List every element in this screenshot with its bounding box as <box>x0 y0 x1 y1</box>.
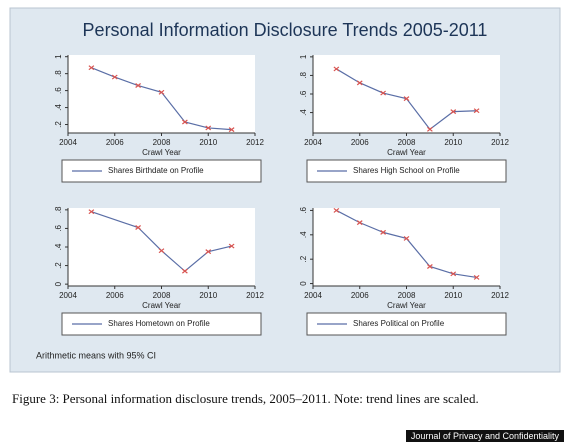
y-tick-label: 0 <box>54 281 63 286</box>
y-tick-label: .4 <box>54 104 63 111</box>
y-tick-label: .8 <box>299 72 308 79</box>
point-marker <box>88 65 95 71</box>
y-tick-label: .6 <box>299 90 308 97</box>
y-tick-label: .2 <box>299 255 308 262</box>
point-marker <box>473 275 480 280</box>
point-marker <box>135 83 141 88</box>
x-tick-label: 2008 <box>153 138 171 147</box>
figure: Personal Information Disclosure Trends 2… <box>9 7 561 373</box>
x-tick-label: 2012 <box>491 138 509 147</box>
plot-area <box>313 55 500 133</box>
point-marker <box>403 96 410 102</box>
y-tick-label: .8 <box>54 206 63 213</box>
x-tick-label: 2004 <box>304 291 322 300</box>
x-tick-label: 2010 <box>199 138 217 147</box>
point-marker <box>88 209 95 215</box>
point-marker <box>333 66 340 72</box>
legend-label: Shares Hometown on Profile <box>108 319 210 328</box>
legend-box <box>61 312 262 336</box>
point-marker <box>380 229 386 235</box>
source: Journal of Privacy and Confidentiality <box>405 430 564 442</box>
plot-area <box>68 208 255 286</box>
x-tick-label: 2006 <box>351 291 369 300</box>
point-marker <box>333 207 340 213</box>
y-tick-label: .2 <box>54 121 63 128</box>
point-marker <box>356 220 363 226</box>
x-tick-label: 2010 <box>444 138 462 147</box>
x-axis-label: Crawl Year <box>142 301 181 310</box>
x-tick-label: 2004 <box>59 291 77 300</box>
x-tick-label: 2012 <box>491 291 509 300</box>
x-tick-label: 2010 <box>444 291 462 300</box>
point-marker <box>228 127 235 133</box>
trend-line <box>91 211 232 272</box>
point-marker <box>403 236 410 241</box>
y-tick-label: .2 <box>54 262 63 269</box>
point-marker <box>182 268 188 274</box>
point-marker <box>380 90 386 96</box>
legend-box <box>306 312 507 336</box>
y-tick-label: .6 <box>54 225 63 232</box>
plot-area <box>68 55 255 133</box>
legend-box <box>306 159 507 183</box>
y-tick-label: .6 <box>54 87 63 94</box>
x-tick-label: 2006 <box>106 291 124 300</box>
plot-area <box>313 208 500 286</box>
legend-label: Shares Political on Profile <box>353 319 445 328</box>
x-tick-label: 2012 <box>246 291 264 300</box>
y-tick-label: .4 <box>299 109 308 116</box>
note: Arithmetic means with 95% CI <box>36 350 156 360</box>
x-tick-label: 2008 <box>398 291 416 300</box>
point-marker <box>182 119 188 125</box>
point-marker <box>228 243 235 249</box>
point-marker <box>158 89 165 95</box>
x-tick-label: 2008 <box>398 138 416 147</box>
y-tick-label: 1 <box>54 54 63 59</box>
point-marker <box>427 264 433 269</box>
point-marker <box>135 225 141 230</box>
y-tick-label: .4 <box>54 243 63 250</box>
x-axis-label: Crawl Year <box>387 148 426 157</box>
point-marker <box>473 108 480 114</box>
point-marker <box>111 74 118 80</box>
legend-label: Shares High School on Profile <box>353 166 460 175</box>
point-marker <box>356 80 363 86</box>
x-axis-label: Crawl Year <box>142 148 181 157</box>
x-tick-label: 2008 <box>153 291 171 300</box>
point-marker <box>205 249 212 255</box>
point-marker <box>450 271 457 277</box>
point-marker <box>158 248 165 254</box>
y-tick-label: .6 <box>299 207 308 214</box>
x-tick-label: 2006 <box>351 138 369 147</box>
y-tick-label: 0 <box>299 281 308 286</box>
point-marker <box>205 125 212 131</box>
x-tick-label: 2004 <box>59 138 77 147</box>
point-marker <box>450 109 457 115</box>
point-marker <box>427 126 433 132</box>
y-tick-label: .8 <box>54 70 63 77</box>
x-tick-label: 2006 <box>106 138 124 147</box>
figure-title: Personal Information Disclosure Trends 2… <box>83 20 488 40</box>
x-tick-label: 2010 <box>199 291 217 300</box>
x-tick-label: 2012 <box>246 138 264 147</box>
x-tick-label: 2004 <box>304 138 322 147</box>
legend-label: Shares Birthdate on Profile <box>108 166 204 175</box>
caption: Figure 3: Personal information disclosur… <box>12 391 479 406</box>
legend-box <box>61 159 262 183</box>
x-axis-label: Crawl Year <box>387 301 426 310</box>
y-tick-label: 1 <box>299 54 308 59</box>
y-tick-label: .4 <box>299 231 308 238</box>
